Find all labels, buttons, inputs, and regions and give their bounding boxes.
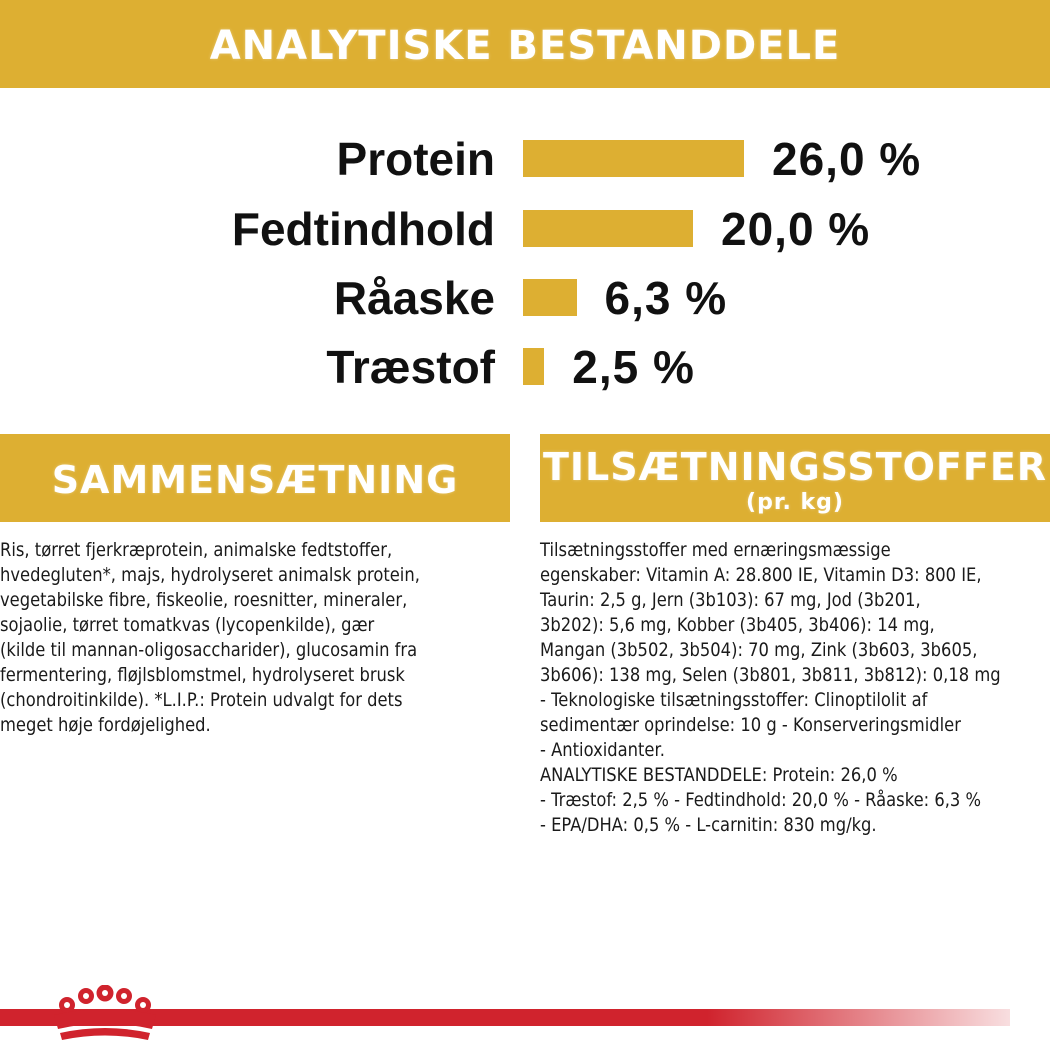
- composition-title: SAMMENSÆTNING: [51, 458, 459, 502]
- nutrient-bar: [523, 279, 577, 316]
- nutrient-label: Fedtindhold: [231, 203, 495, 255]
- nutrient-label: Træstof: [326, 341, 495, 393]
- nutrient-value: 2,5 %: [572, 341, 695, 393]
- nutrient-row-fibre: Træstof 2,5 %: [0, 337, 1050, 397]
- crown-icon: [54, 985, 156, 1040]
- additives-banner: TILSÆTNINGSSTOFFER (pr. kg): [540, 434, 1050, 522]
- additives-text: Tilsætningsstoffer med ernæringsmæssige …: [540, 539, 1001, 836]
- nutrient-value: 20,0 %: [721, 203, 871, 255]
- additives-title: TILSÆTNINGSSTOFFER: [542, 445, 1048, 489]
- nutrient-label: Protein: [336, 133, 495, 185]
- nutrient-value: 6,3 %: [604, 272, 728, 324]
- brand-stripe: [0, 1009, 1010, 1026]
- analytical-constituents-banner: ANALYTISKE BESTANDDELE: [0, 0, 1050, 88]
- analytical-constituents-title: ANALYTISKE BESTANDDELE: [209, 23, 841, 69]
- nutrient-row-ash: Råaske 6,3 %: [0, 268, 1050, 328]
- composition-text: Ris, tørret fjerkræprotein, animalske fe…: [0, 539, 420, 736]
- nutrient-bar: [523, 140, 744, 177]
- nutrient-row-fat: Fedtindhold 20,0 %: [0, 199, 1050, 259]
- nutrient-bar: [523, 210, 693, 247]
- additives-subtitle: (pr. kg): [746, 490, 844, 515]
- nutrient-label: Råaske: [333, 272, 495, 324]
- nutrient-value: 26,0 %: [772, 133, 922, 185]
- nutrient-row-protein: Protein 26,0 %: [0, 129, 1050, 189]
- composition-banner: SAMMENSÆTNING: [0, 434, 510, 522]
- nutrient-bar: [523, 348, 545, 385]
